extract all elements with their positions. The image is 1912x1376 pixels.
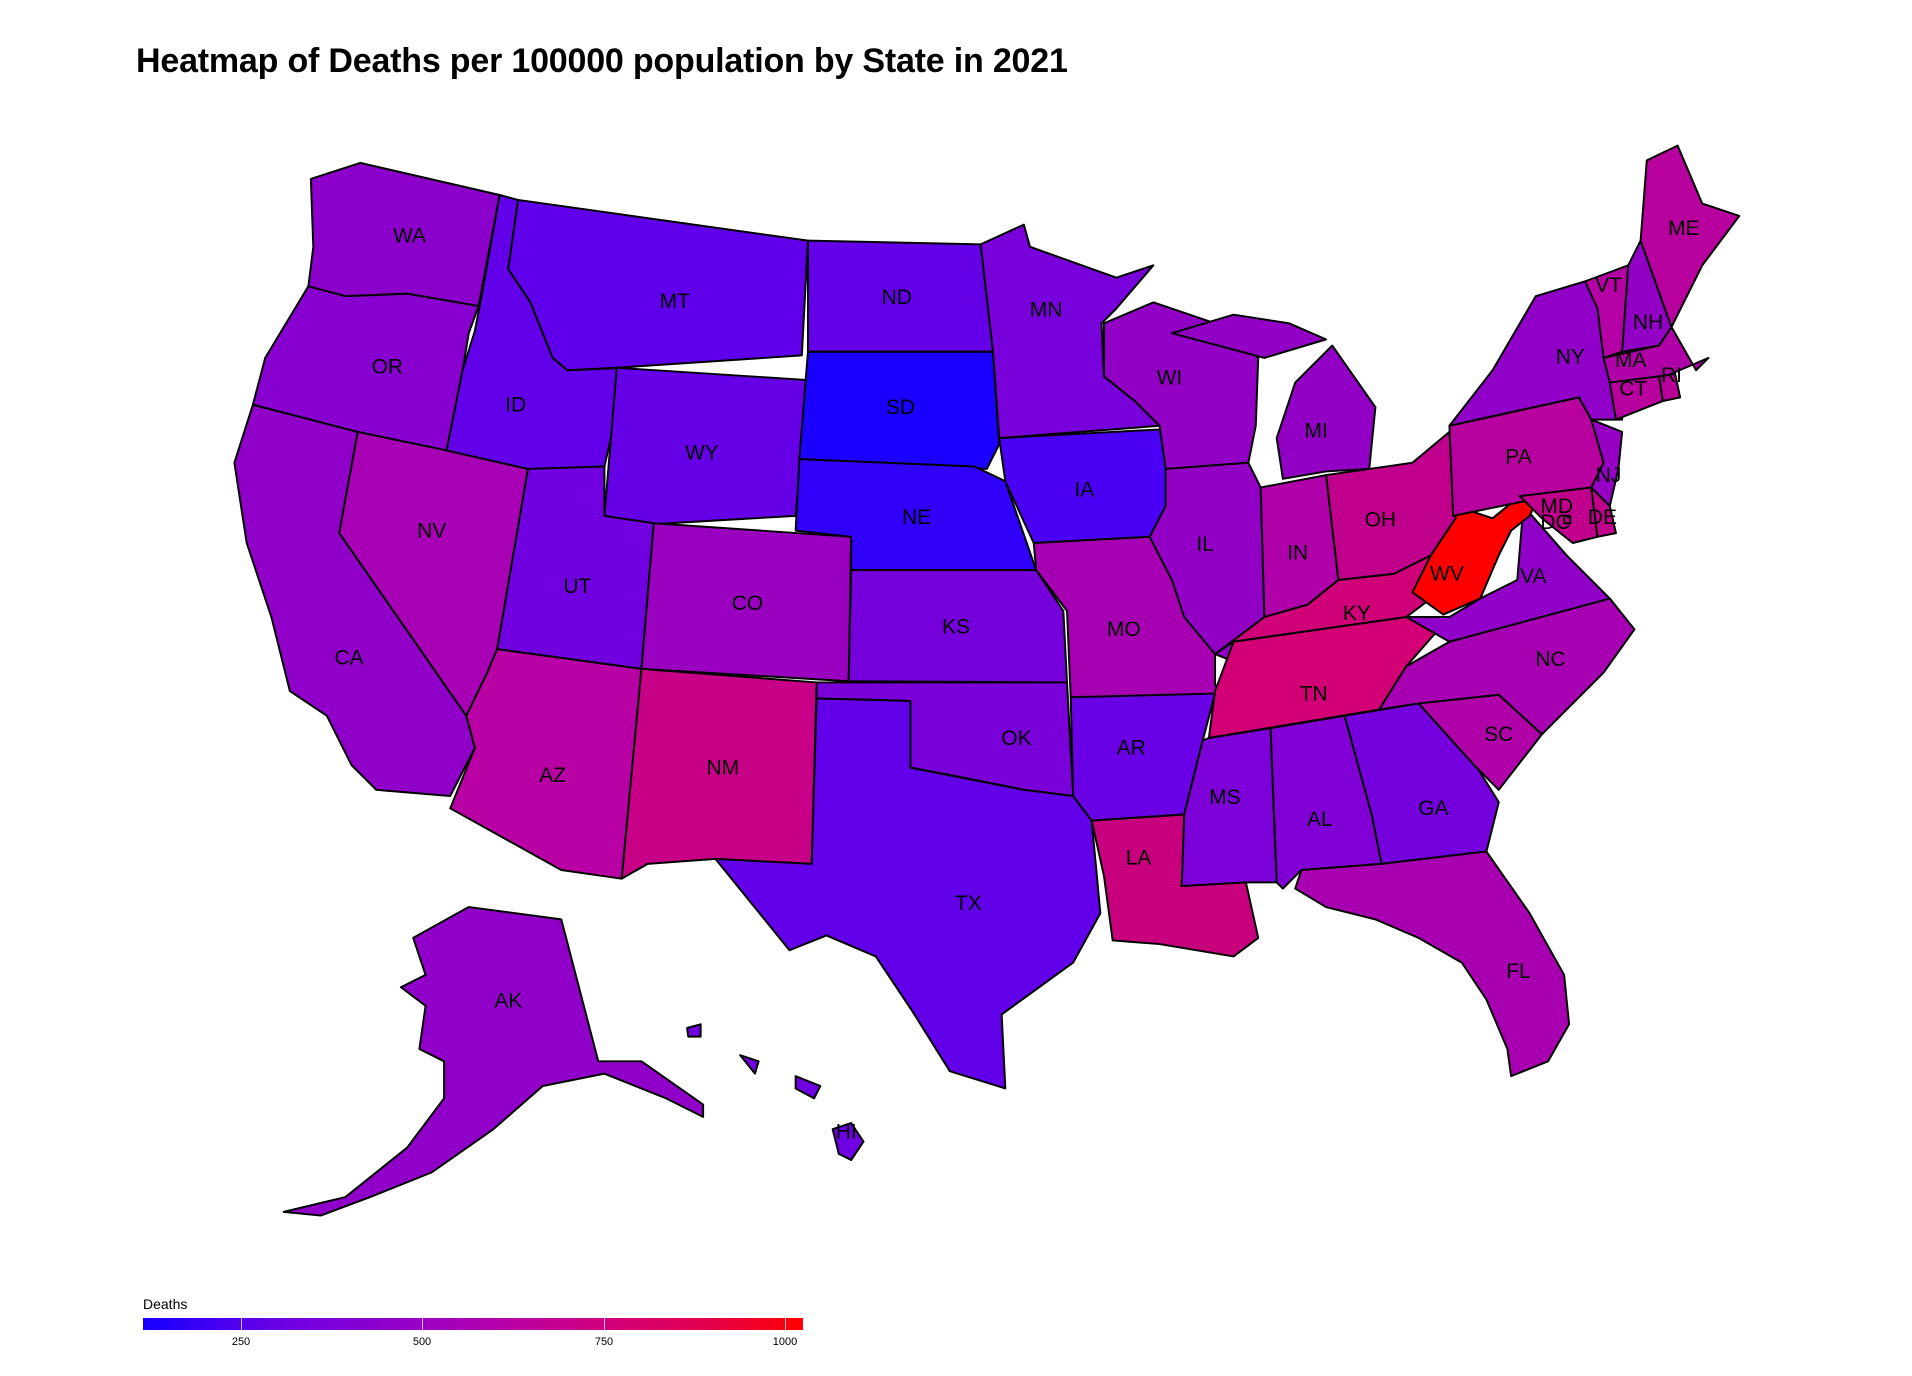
label-CA: CA <box>335 647 364 670</box>
label-AR: AR <box>1117 737 1146 760</box>
state-KS[interactable] <box>847 569 1069 684</box>
legend-label-500: 500 <box>412 1336 432 1348</box>
label-MN: MN <box>1030 299 1063 322</box>
state-MD[interactable] <box>1518 486 1599 544</box>
label-ME: ME <box>1668 217 1699 240</box>
state-FL[interactable] <box>1294 850 1571 1078</box>
label-NE: NE <box>902 506 931 529</box>
label-CO: CO <box>732 592 763 615</box>
label-UT: UT <box>563 575 591 598</box>
label-IL: IL <box>1196 533 1213 556</box>
label-IA: IA <box>1074 479 1094 502</box>
label-KY: KY <box>1343 602 1371 625</box>
label-ID: ID <box>505 394 526 417</box>
label-PA: PA <box>1505 445 1531 468</box>
label-VA: VA <box>1520 565 1546 588</box>
label-AK: AK <box>494 990 522 1013</box>
label-WY: WY <box>685 442 719 465</box>
state-AK[interactable] <box>282 906 705 1217</box>
state-RI[interactable] <box>1658 372 1682 403</box>
label-SD: SD <box>886 396 915 419</box>
label-WI: WI <box>1157 366 1183 389</box>
label-MT: MT <box>660 290 690 313</box>
label-MA: MA <box>1615 349 1646 372</box>
label-NY: NY <box>1556 345 1585 368</box>
label-CT: CT <box>1619 378 1647 401</box>
state-MT[interactable] <box>507 198 809 372</box>
label-WV: WV <box>1430 563 1464 586</box>
legend-label-750: 750 <box>594 1336 614 1348</box>
label-TX: TX <box>955 892 982 915</box>
label-AZ: AZ <box>539 764 566 787</box>
label-RI: RI <box>1661 364 1682 387</box>
label-VT: VT <box>1595 274 1622 297</box>
state-WY[interactable] <box>603 366 809 526</box>
state-DC[interactable] <box>1563 514 1572 525</box>
label-OH: OH <box>1365 508 1396 531</box>
label-NV: NV <box>417 519 446 542</box>
label-FL: FL <box>1506 960 1530 983</box>
colorbar-legend: Deaths 250 500 750 1000 <box>143 1296 803 1350</box>
label-OK: OK <box>1001 727 1031 750</box>
label-MS: MS <box>1209 786 1240 809</box>
legend-tick-750 <box>604 1318 605 1330</box>
legend-tick-500 <box>422 1318 423 1330</box>
label-NC: NC <box>1535 648 1565 671</box>
state-MI[interactable] <box>1170 313 1377 480</box>
colorbar <box>143 1318 803 1330</box>
label-KS: KS <box>942 616 970 639</box>
label-HI: HI <box>836 1120 857 1143</box>
state-SD[interactable] <box>798 350 1001 470</box>
chart-title: Heatmap of Deaths per 100000 population … <box>136 42 1068 80</box>
label-IN: IN <box>1287 542 1308 565</box>
label-SC: SC <box>1484 723 1513 746</box>
label-LA: LA <box>1126 846 1152 869</box>
label-AL: AL <box>1307 808 1333 831</box>
label-NJ: NJ <box>1596 464 1622 487</box>
label-DC: DC <box>1540 511 1570 534</box>
state-ME[interactable] <box>1639 144 1741 329</box>
label-MO: MO <box>1107 618 1141 641</box>
state-labels: WA OR CA NV ID MT WY UT CO AZ NM ND SD N… <box>335 217 1700 1143</box>
label-GA: GA <box>1418 797 1448 820</box>
state-HI[interactable] <box>686 1023 865 1162</box>
label-MI: MI <box>1305 419 1328 442</box>
label-DE: DE <box>1588 506 1617 529</box>
label-NH: NH <box>1633 311 1663 334</box>
label-OR: OR <box>372 355 403 378</box>
label-WA: WA <box>393 224 426 247</box>
legend-tick-1000 <box>785 1318 786 1330</box>
label-NM: NM <box>707 756 740 779</box>
state-NC[interactable] <box>1378 597 1636 736</box>
state-VT[interactable] <box>1584 264 1630 359</box>
state-VA[interactable] <box>1405 504 1611 643</box>
legend-title: Deaths <box>143 1296 188 1312</box>
label-TN: TN <box>1300 682 1328 705</box>
label-MD: MD <box>1540 495 1573 518</box>
state-TX[interactable] <box>714 697 1102 1090</box>
state-NJ[interactable] <box>1590 418 1624 507</box>
legend-label-250: 250 <box>231 1336 251 1348</box>
legend-label-1000: 1000 <box>772 1336 798 1348</box>
legend-tick-250 <box>241 1318 242 1330</box>
label-ND: ND <box>882 286 912 309</box>
